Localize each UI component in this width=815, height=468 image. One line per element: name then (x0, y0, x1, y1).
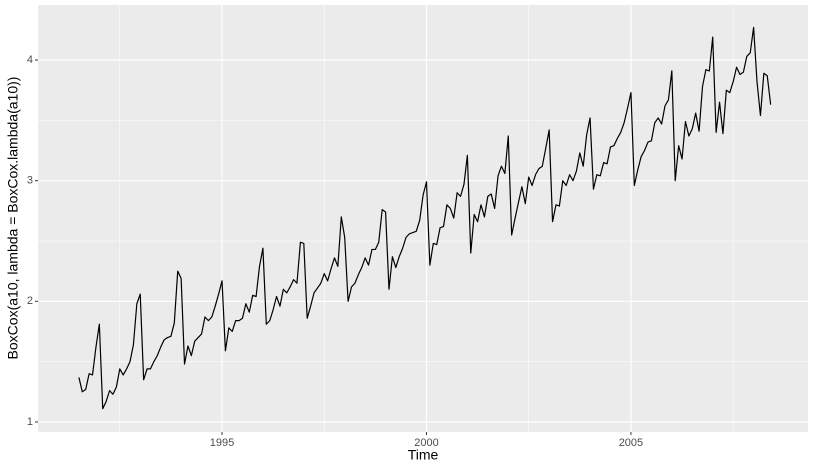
y-tick-label: 2 (27, 295, 33, 307)
data-line (78, 26, 772, 410)
y-axis-title: BoxCox(a10, lambda = BoxCox.lambda(a10)) (5, 77, 21, 360)
x-tick-label: 1995 (210, 437, 234, 449)
y-tick-label: 1 (27, 416, 33, 428)
y-tick-label: 3 (27, 175, 33, 187)
x-tick-label: 2000 (414, 437, 438, 449)
x-tick-label: 2005 (619, 437, 643, 449)
panel (38, 5, 808, 432)
y-tick-label: 4 (27, 54, 33, 66)
x-axis-title: Time (408, 447, 439, 463)
